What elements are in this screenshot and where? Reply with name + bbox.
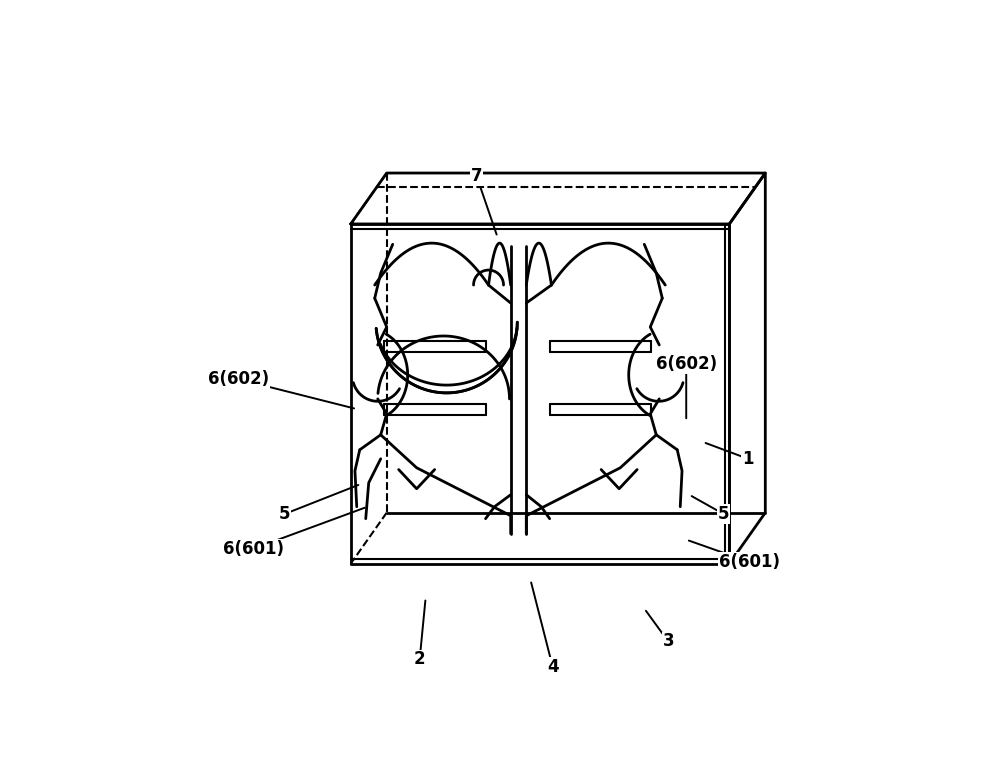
Text: 6(601): 6(601) — [719, 553, 780, 571]
Text: 1: 1 — [742, 450, 754, 468]
Text: 6(602): 6(602) — [656, 355, 717, 373]
Text: 5: 5 — [279, 505, 291, 523]
Text: 6(601): 6(601) — [223, 540, 284, 558]
Text: 3: 3 — [662, 633, 674, 650]
Text: 5: 5 — [718, 505, 729, 523]
Text: 6(602): 6(602) — [208, 370, 269, 388]
Text: 2: 2 — [414, 650, 425, 668]
Text: 4: 4 — [547, 657, 558, 675]
Text: 7: 7 — [471, 167, 482, 185]
